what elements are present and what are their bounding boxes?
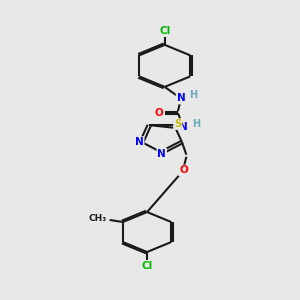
Text: N: N xyxy=(135,137,144,147)
Text: S: S xyxy=(174,119,182,129)
Text: Cl: Cl xyxy=(159,26,170,36)
Text: N: N xyxy=(179,122,188,132)
Text: O: O xyxy=(179,166,188,176)
Text: N: N xyxy=(176,94,185,103)
Text: O: O xyxy=(154,108,163,118)
Text: Cl: Cl xyxy=(141,261,153,271)
Text: H: H xyxy=(192,119,200,129)
Text: H: H xyxy=(189,90,197,100)
Text: N: N xyxy=(158,148,166,159)
Text: CH₃: CH₃ xyxy=(88,214,106,224)
